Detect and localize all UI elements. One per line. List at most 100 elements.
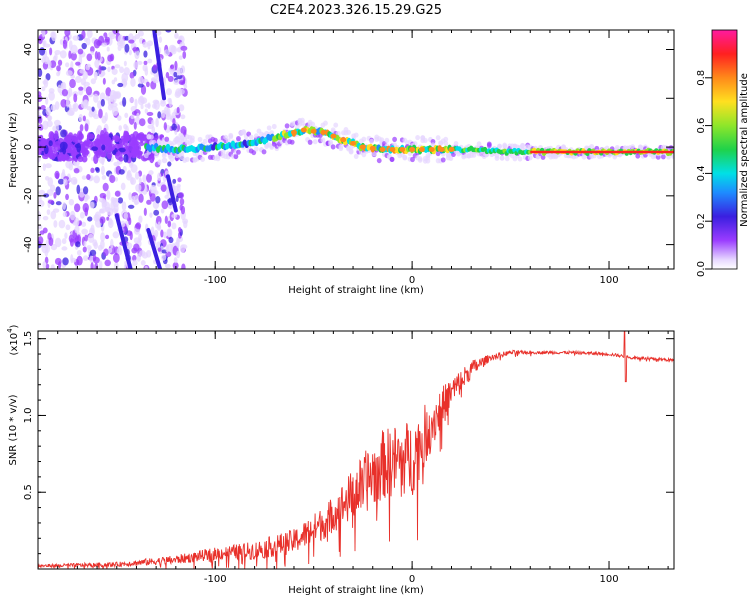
noise-speckle [83, 196, 88, 202]
colorbar-tick-label: 0.0 [696, 261, 707, 277]
ridge-halo [361, 136, 367, 142]
y-tick-label: -40 [23, 236, 34, 252]
ridge-peak [290, 129, 297, 135]
noise-speckle [148, 170, 154, 176]
spectrogram-panel: -100 0 100 -40 -20 0 20 40 Height of straight l… [8, 29, 675, 296]
band-speckle [82, 141, 89, 146]
noise-speckle [101, 42, 107, 47]
noise-speckle [169, 64, 175, 70]
noise-speckle [75, 61, 81, 66]
noise-speckle [93, 213, 100, 222]
noise-speckle [142, 41, 149, 48]
ridge-halo [202, 138, 208, 144]
noise-speckle [111, 208, 119, 213]
noise-speckle [98, 108, 103, 119]
colorbar-gradient [711, 29, 738, 270]
noise-speckle [87, 233, 95, 243]
ridge-halo [241, 129, 246, 136]
noise-speckle [42, 215, 49, 221]
noise-speckle [107, 66, 111, 73]
noise-speckle [176, 74, 183, 80]
noise-speckle [143, 207, 147, 217]
noise-speckle [121, 72, 129, 83]
snr-multiplier: (x104) [6, 324, 20, 355]
snr-multiplier-base: (x10 [9, 333, 20, 356]
noise-speckle [94, 59, 100, 68]
noise-speckle [99, 208, 104, 214]
ridge-halo [284, 123, 290, 129]
noise-speckle [146, 81, 150, 88]
noise-speckle [140, 260, 146, 266]
band-speckle [104, 136, 111, 146]
noise-speckle [41, 86, 46, 92]
band-speckle [77, 156, 84, 163]
band-speckle [38, 147, 42, 156]
noise-speckle [136, 112, 140, 119]
noise-speckle [178, 104, 185, 112]
noise-speckle [78, 86, 84, 91]
noise-speckle [138, 215, 143, 224]
noise-speckle [143, 60, 148, 65]
noise-speckle [161, 254, 167, 261]
ridge-halo [371, 151, 377, 157]
band-speckle [39, 134, 44, 140]
noise-speckle [134, 171, 140, 180]
noise-speckle [165, 71, 170, 79]
noise-speckle [133, 121, 137, 130]
noise-speckle [157, 247, 162, 252]
noise-speckle [72, 35, 80, 41]
ridge-halo [353, 132, 359, 138]
noise-speckle [65, 160, 73, 169]
noise-speckle [82, 246, 87, 253]
band-speckle [59, 141, 68, 151]
band-speckle [132, 131, 139, 140]
noise-speckle [175, 239, 180, 248]
noise-speckle [59, 50, 67, 59]
noise-speckle [138, 76, 144, 84]
noise-speckle [157, 221, 161, 230]
noise-speckle [161, 200, 169, 210]
noise-speckle [90, 46, 95, 53]
noise-speckle [108, 217, 113, 226]
noise-speckle [38, 224, 43, 230]
noise-speckle [177, 185, 181, 193]
ridge-halo [502, 142, 508, 148]
noise-speckle [160, 100, 167, 107]
noise-speckle [74, 225, 80, 234]
noise-speckle [87, 216, 93, 222]
noise-speckle [151, 103, 157, 109]
noise-speckle [89, 249, 97, 257]
noise-speckle [70, 52, 77, 61]
band-speckle [99, 152, 107, 158]
noise-speckle [83, 186, 89, 195]
noise-speckle [65, 62, 70, 68]
noise-speckle [129, 97, 135, 103]
noise-speckle [178, 55, 183, 60]
noise-speckle [51, 31, 57, 42]
noise-speckle [78, 113, 83, 122]
noise-speckle [100, 98, 105, 107]
noise-speckle [68, 234, 74, 243]
ridge-halo [266, 125, 272, 131]
band-speckle [48, 140, 53, 147]
noise-speckle [138, 177, 142, 185]
noise-speckle [160, 229, 164, 238]
ridge-peak [350, 140, 357, 146]
noise-speckle [83, 84, 87, 92]
noise-speckle [83, 99, 89, 108]
noise-speckle [60, 129, 67, 138]
noise-speckle [62, 257, 69, 266]
ridge-halo [346, 129, 351, 135]
noise-speckle [73, 93, 78, 103]
ridge-peak [428, 147, 435, 152]
noise-speckle [120, 182, 126, 191]
ridge-halo [453, 140, 459, 147]
noise-speckle [44, 256, 49, 264]
ridge-halo [422, 137, 428, 144]
noise-speckle [68, 87, 73, 97]
noise-speckle [137, 60, 143, 65]
figure-title: C2E4.2023.326.15.29.G25 [270, 3, 442, 18]
noise-speckle [183, 220, 188, 229]
noise-speckle [104, 259, 111, 267]
noise-speckle [178, 80, 186, 86]
